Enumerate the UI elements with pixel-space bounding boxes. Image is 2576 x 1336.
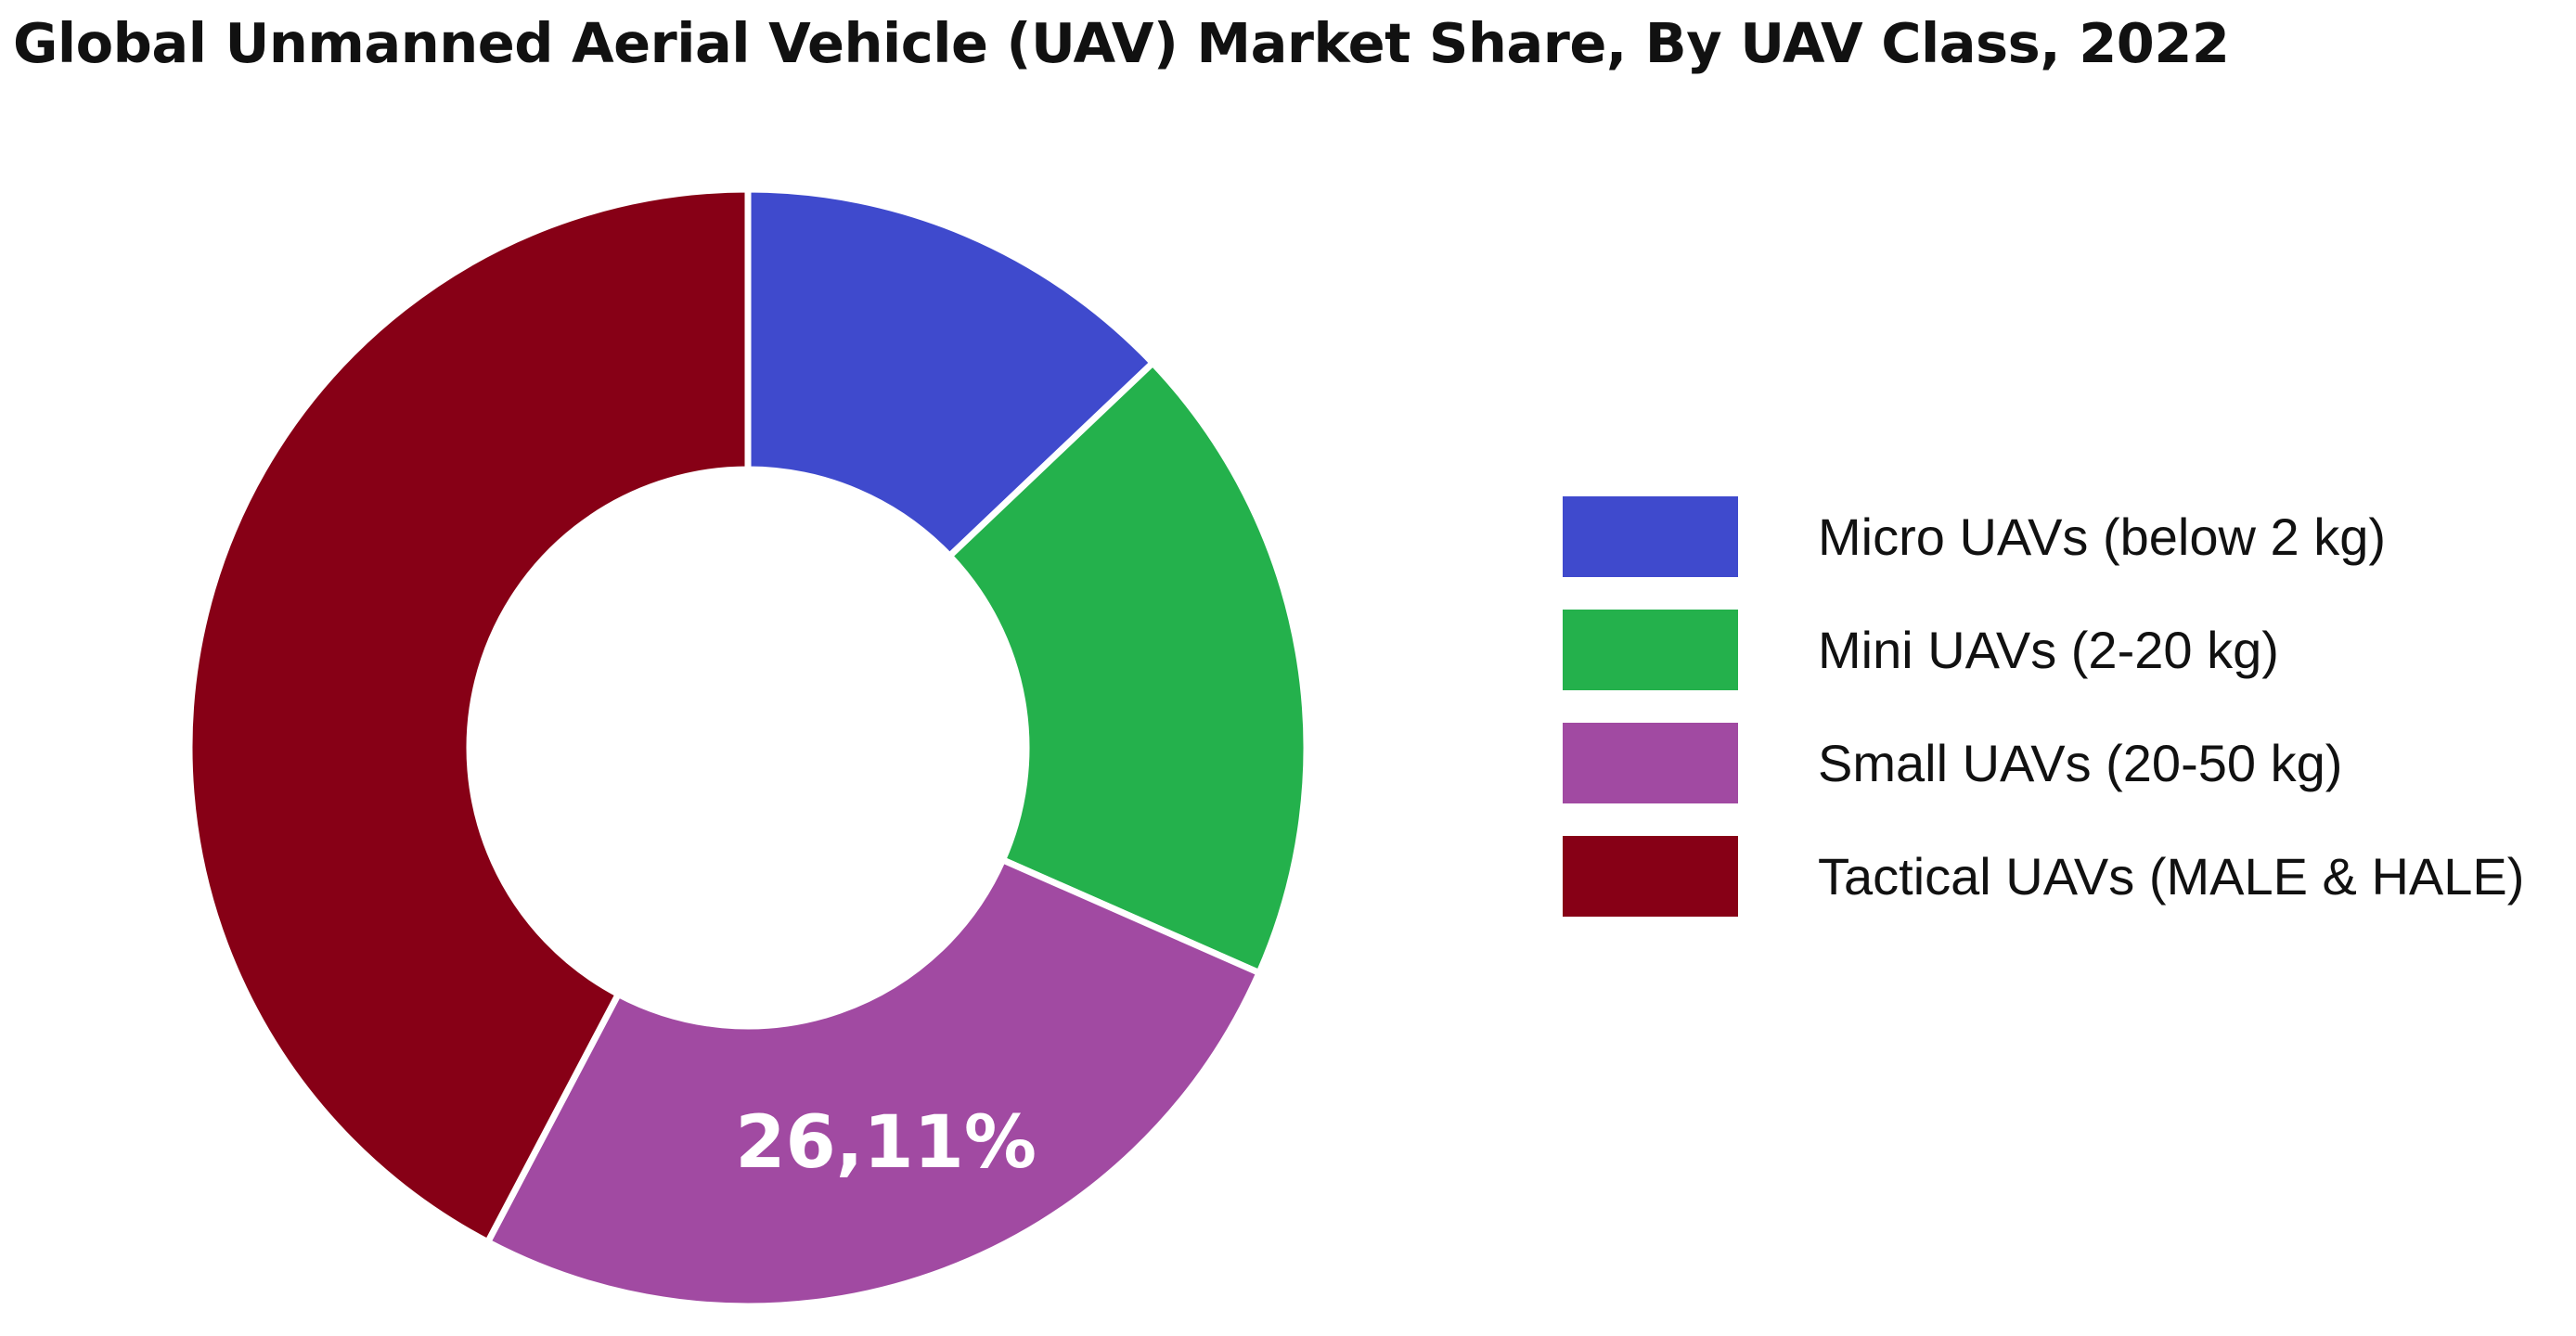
legend-swatch	[1563, 835, 1738, 917]
slice-micro-uavs-below-2-kg	[744, 186, 1156, 559]
legend-item-mini-uavs-2-20-kg: Mini UAVs (2-20 kg)	[1563, 593, 2524, 706]
legend-item-small-uavs-20-50-kg: Small UAVs (20-50 kg)	[1563, 706, 2524, 819]
slice-mini-uavs-2-20-kg	[946, 359, 1310, 977]
data-label-small-uavs-20-50-kg: 26,11%	[735, 1101, 1037, 1185]
legend-label: Small UAVs (20-50 kg)	[1818, 733, 2343, 792]
slice-small-uavs-20-50-kg	[484, 856, 1263, 1310]
legend: Micro UAVs (below 2 kg) Mini UAVs (2-20 k…	[1563, 480, 2524, 932]
legend-item-micro-uavs-below-2-kg: Micro UAVs (below 2 kg)	[1563, 480, 2524, 593]
legend-label: Mini UAVs (2-20 kg)	[1818, 620, 2279, 679]
legend-label: Micro UAVs (below 2 kg)	[1818, 507, 2387, 566]
legend-label: Tactical UAVs (MALE & HALE)	[1818, 846, 2525, 906]
legend-swatch	[1563, 609, 1738, 690]
donut-chart: 26,11%	[186, 186, 1310, 1310]
slice-tactical-uavs-male-hale	[186, 186, 752, 1246]
legend-swatch	[1563, 722, 1738, 803]
legend-swatch	[1563, 495, 1738, 577]
legend-item-tactical-uavs-male-hale: Tactical UAVs (MALE & HALE)	[1563, 819, 2524, 932]
chart-title: Global Unmanned Aerial Vehicle (UAV) Mar…	[13, 11, 2230, 75]
